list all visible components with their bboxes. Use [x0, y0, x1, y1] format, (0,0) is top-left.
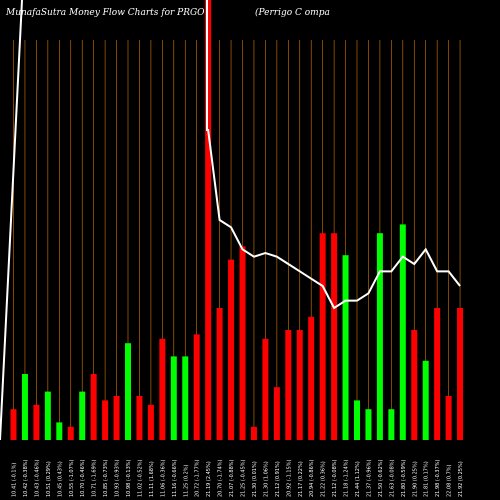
bar	[365, 409, 372, 440]
chart-title: MunafaSutra Money Flow Charts for PRGO	[6, 8, 205, 18]
bar	[331, 233, 338, 440]
x-tick-label: 10.85 (-0.73%)	[103, 459, 109, 497]
bar	[193, 334, 200, 440]
x-tick-label: 10.70 (-0.46%)	[80, 459, 86, 497]
bar	[308, 316, 315, 440]
bar	[90, 374, 97, 440]
x-tick-label: 21.50 (-0.62%)	[378, 459, 384, 497]
bar	[411, 330, 418, 440]
x-tick-label: 21.22 (0.36%)	[321, 461, 327, 497]
bar	[67, 426, 74, 440]
x-tick-label: 10.43 (-0.46%)	[34, 459, 40, 497]
x-tick-label: 10.51 (0.29%)	[46, 461, 52, 497]
x-tick-label: 21.30 (0.01%)	[252, 461, 258, 497]
company-name: (Perrigo C ompa	[255, 8, 330, 18]
bar	[239, 246, 246, 440]
x-tick-label: 22.08 (0.7%)	[447, 464, 453, 497]
x-tick-label: 10.98 (-0.13%)	[126, 459, 132, 497]
x-tick-label: 11.16 (-0.66%)	[172, 459, 178, 497]
bar	[33, 404, 40, 440]
x-tick-label: 10.41 (-0.1%)	[12, 463, 18, 497]
x-tick-label: 21.90 (0.25%)	[412, 461, 418, 497]
bar	[21, 374, 28, 440]
x-tick-label: 10.55 (-1.07%)	[69, 459, 75, 497]
bar	[10, 409, 17, 440]
bar	[56, 422, 63, 440]
x-tick-label: 21.81 (0.17%)	[424, 461, 430, 497]
x-tick-label: 21.63 (-0.08%)	[389, 459, 395, 497]
x-tick-label: 20.94 (-0.86%)	[309, 459, 315, 497]
bar	[342, 255, 349, 440]
bar	[125, 343, 131, 440]
x-tick-label: 20.70 (-1.74%)	[218, 459, 224, 497]
x-tick-label: 21.44 (1.12%)	[355, 461, 361, 497]
x-tick-label: 21.37 (-0.96%)	[366, 459, 372, 497]
x-tick-label: 11.25 (0.2%)	[183, 464, 189, 497]
x-tick-label: 21.19 (2.45%)	[206, 461, 212, 497]
bar	[376, 233, 383, 440]
x-tick-label: 10.45 (0.43%)	[57, 461, 63, 497]
x-tick-label: 21.92 (0.25%)	[458, 461, 464, 497]
x-tick-label: 11.06 (-0.36%)	[160, 459, 166, 497]
x-tick-label: 21.30 (1.06%)	[263, 461, 269, 497]
bar	[147, 404, 154, 440]
x-tick-label: 11.02 (-0.52%)	[137, 459, 143, 497]
bar	[250, 426, 257, 440]
bar	[434, 308, 441, 440]
x-tick-label: 21.17 (0.22%)	[298, 461, 304, 497]
bar	[388, 409, 395, 440]
bar	[399, 224, 406, 440]
x-tick-label: 21.07 (-0.88%)	[229, 459, 235, 497]
bar	[354, 400, 360, 440]
bar	[205, 0, 212, 440]
bar	[136, 396, 143, 440]
x-tick-label: 11.11 (1.68%)	[149, 461, 155, 497]
x-tick-label: 21.80 (-0.59%)	[401, 459, 407, 497]
money-flow-line	[0, 0, 461, 441]
x-tick-label: 21.25 (-0.45%)	[241, 459, 247, 497]
bar	[422, 360, 429, 440]
x-tick-label: 10.42 (-0.38%)	[23, 459, 29, 497]
bar	[79, 391, 86, 440]
bar	[44, 391, 51, 440]
bar	[319, 233, 326, 440]
x-tick-label: 20.92 (-1.15%)	[286, 459, 292, 497]
bar	[296, 330, 303, 440]
x-tick-label: 21.12 (0.91%)	[275, 461, 281, 497]
x-tick-label: 21.12 (-0.08%)	[332, 459, 338, 497]
bar	[262, 338, 269, 440]
x-tick-label: 10.71 (-1.69%)	[92, 459, 98, 497]
bar	[113, 396, 120, 440]
bar	[216, 308, 223, 440]
bar	[159, 338, 166, 440]
bar	[228, 259, 235, 440]
x-tick-label: 21.98 (-0.37%)	[435, 459, 441, 497]
x-tick-label: 20.72 (-1.77%)	[195, 459, 201, 497]
bar	[182, 356, 189, 440]
x-tick-label: 10.93 (-0.93%)	[115, 459, 121, 497]
bar	[170, 356, 177, 440]
x-tick-label: 21.18 (-1.24%)	[344, 459, 350, 497]
bar	[102, 400, 109, 440]
bar	[457, 308, 464, 440]
bar	[285, 330, 292, 440]
bar	[445, 396, 452, 440]
bar	[273, 387, 280, 440]
